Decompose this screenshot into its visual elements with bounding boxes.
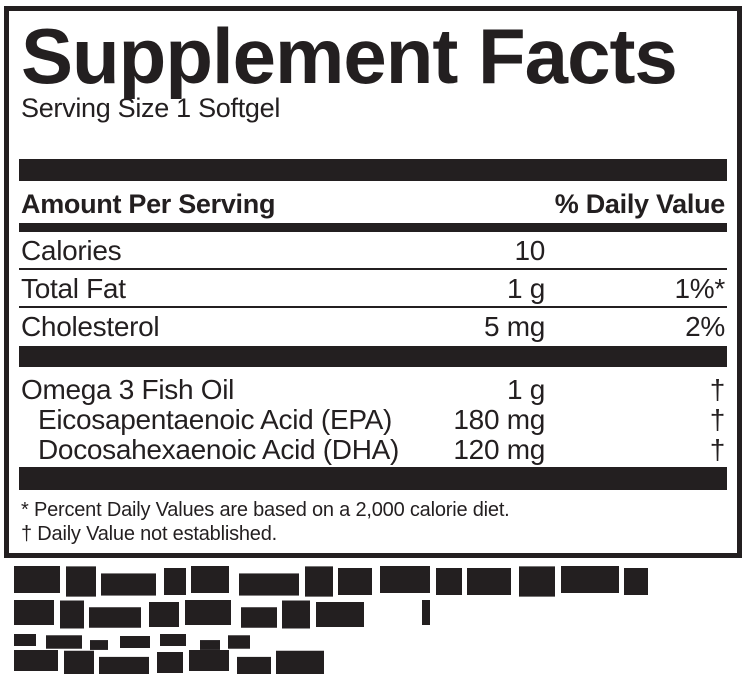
thick-divider-top xyxy=(19,159,727,181)
nutrient-name: Omega 3 Fish Oil xyxy=(21,374,235,405)
daily-value-header: % Daily Value xyxy=(554,189,726,219)
nutrient-amount: 10 xyxy=(514,235,545,266)
nutrient-amount: 1 g xyxy=(506,374,545,405)
footnote-daily-value-not-established: † Daily Value not established. xyxy=(21,523,278,545)
table-row-omega-3-fish-oil: Omega 3 Fish Oil 1 g † xyxy=(19,374,727,405)
nutrient-name: Docosahexaenoic Acid (DHA) xyxy=(38,434,400,465)
nutrient-amount: 180 mg xyxy=(453,404,545,435)
nutrient-daily-value: † xyxy=(709,404,726,435)
amount-per-serving-header: Amount Per Serving xyxy=(21,189,276,219)
nutrient-amount: 5 mg xyxy=(483,311,545,342)
supplement-facts-panel: Supplement Facts Serving Size 1 Softgel … xyxy=(4,6,742,558)
table-row-calories: Calories 10 xyxy=(19,232,727,270)
table-row-total-fat: Total Fat 1 g 1%* xyxy=(19,270,727,308)
nutrient-name: Eicosapentaenoic Acid (EPA) xyxy=(38,404,393,435)
table-row-dha: Docosahexaenoic Acid (DHA) 120 mg † xyxy=(19,434,727,465)
table-row-epa: Eicosapentaenoic Acid (EPA) 180 mg † xyxy=(19,404,727,435)
nutrient-name: Calories xyxy=(21,235,122,266)
nutrient-name: Cholesterol xyxy=(21,311,160,342)
nutrient-daily-value: 1%* xyxy=(674,273,726,304)
footnote-percent-daily-values: * Percent Daily Values are based on a 2,… xyxy=(21,499,510,521)
nutrient-daily-value: † xyxy=(709,434,726,465)
thick-divider-bottom xyxy=(19,467,727,490)
nutrient-amount: 1 g xyxy=(506,273,545,304)
thick-divider-middle xyxy=(19,346,727,367)
table-row-cholesterol: Cholesterol 5 mg 2% xyxy=(19,308,727,344)
panel-title: Supplement Facts xyxy=(21,12,678,100)
illegible-ingredients-text xyxy=(14,566,664,674)
nutrient-name: Total Fat xyxy=(21,273,126,304)
nutrient-daily-value: 2% xyxy=(685,311,725,342)
footnotes: * Percent Daily Values are based on a 2,… xyxy=(21,498,727,546)
table-header-row: Amount Per Serving % Daily Value xyxy=(19,181,727,232)
serving-size-text: Serving Size 1 Softgel xyxy=(21,93,281,123)
nutrient-amount: 120 mg xyxy=(453,434,545,465)
nutrient-daily-value: † xyxy=(709,374,726,405)
